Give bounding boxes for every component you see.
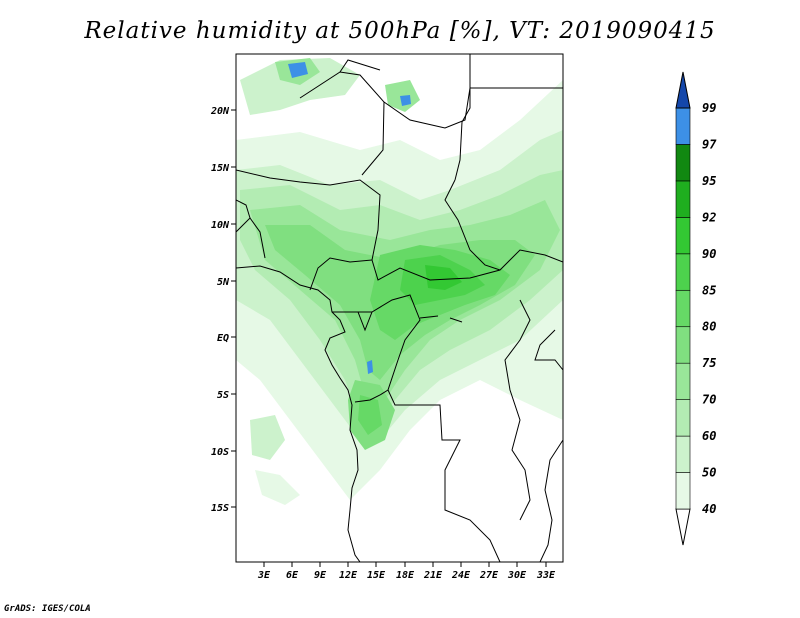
lat-tick-label: 10N xyxy=(211,220,230,231)
lon-tick-label: 21E xyxy=(423,570,443,581)
colorbar-band xyxy=(675,180,691,218)
colorbar-level-label: 90 xyxy=(702,247,716,261)
colorbar-band xyxy=(675,399,691,437)
lon-tick-label: 15E xyxy=(367,570,386,581)
lat-tick-label: 15S xyxy=(211,503,229,514)
lon-tick-label: 6E xyxy=(286,570,299,581)
chart-title: Relative humidity at 500hPa [%], VT: 201… xyxy=(84,18,716,44)
lat-tick-label: 5S xyxy=(217,390,229,401)
lat-tick-label: 20N xyxy=(210,106,230,117)
colorbar-band xyxy=(675,217,691,255)
colorbar-level-label: 80 xyxy=(702,320,716,334)
colorbar-band xyxy=(675,144,691,182)
lon-axis: 3E 6E 9E 12E 15E 18E 21E 24E 27E 30E 33E xyxy=(257,562,556,581)
lat-tick-label: 15N xyxy=(211,163,230,174)
lon-tick-label: 27E xyxy=(479,570,499,581)
colorbar-band xyxy=(675,362,691,400)
humidity-shading xyxy=(236,58,563,505)
lon-tick-label: 18E xyxy=(396,570,415,581)
colorbar-level-label: 40 xyxy=(702,502,716,516)
colorbar-min-triangle xyxy=(675,508,691,546)
colorbar-level-label: 60 xyxy=(702,429,716,443)
colorbar-band xyxy=(675,253,691,291)
colorbar-band xyxy=(675,326,691,364)
colorbar-level-label: 95 xyxy=(702,174,716,188)
lon-tick-label: 9E xyxy=(314,570,327,581)
colorbar-level-label: 70 xyxy=(702,393,716,407)
colorbar-level-label: 75 xyxy=(702,356,716,370)
lat-tick-label: 10S xyxy=(211,447,229,458)
lon-tick-label: 3E xyxy=(257,570,271,581)
lon-tick-label: 33E xyxy=(536,570,556,581)
colorbar-level-label: 92 xyxy=(702,210,716,224)
colorbar-level-label: 50 xyxy=(702,466,716,480)
country-borders xyxy=(236,54,563,562)
lon-tick-label: 12E xyxy=(339,570,358,581)
colorbar: 40 50 60 70 75 80 85 90 92 95 97 99 xyxy=(675,71,717,546)
colorbar-level-label: 99 xyxy=(702,101,716,115)
colorbar-band xyxy=(675,435,691,473)
grads-credit: GrADS: IGES/COLA xyxy=(4,604,91,614)
colorbar-level-label: 97 xyxy=(702,137,717,151)
lon-tick-label: 24E xyxy=(451,570,471,581)
colorbar-max-triangle xyxy=(675,71,691,109)
lat-tick-label: 5N xyxy=(217,277,230,288)
lat-axis: 20N 15N 10N 5N EQ 5S 10S 15S xyxy=(210,106,236,514)
colorbar-band xyxy=(675,107,691,145)
colorbar-band xyxy=(675,472,691,510)
map-frame xyxy=(235,53,564,563)
colorbar-band xyxy=(675,289,691,328)
colorbar-level-label: 85 xyxy=(702,283,716,297)
lon-tick-label: 30E xyxy=(507,570,527,581)
lat-tick-label: EQ xyxy=(217,333,229,344)
